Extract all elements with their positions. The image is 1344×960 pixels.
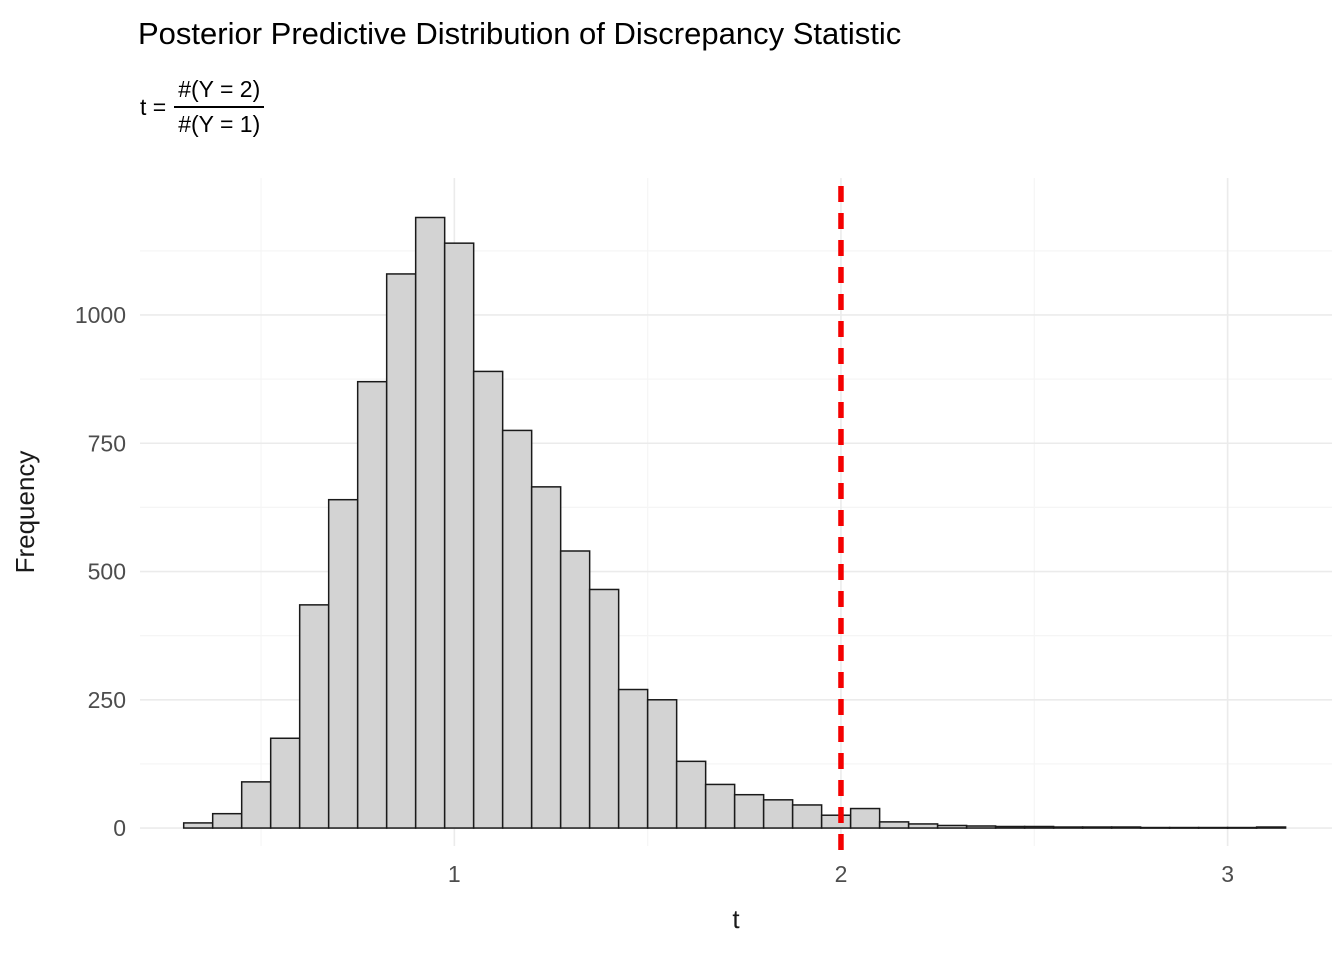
- x-tick-label: 2: [835, 861, 848, 887]
- x-tick-label: 3: [1221, 861, 1234, 887]
- histogram-bar: [733, 793, 765, 829]
- chart-title: Posterior Predictive Distribution of Dis…: [138, 16, 902, 51]
- histogram-bar: [588, 588, 620, 829]
- histogram-bar: [211, 812, 243, 829]
- histogram-bar: [182, 822, 214, 829]
- histogram-bar: [820, 814, 852, 829]
- histogram-bar: [675, 760, 707, 829]
- histogram-bar: [530, 486, 562, 829]
- histogram-bar: [327, 498, 359, 829]
- histogram-bar: [1255, 826, 1287, 829]
- y-axis-title: Frequency: [10, 451, 40, 574]
- histogram-bar: [559, 550, 591, 829]
- histogram-bar: [762, 799, 794, 829]
- histogram-bar: [1197, 826, 1229, 829]
- subtitle-prefix: t =: [140, 93, 167, 120]
- histogram-bar: [385, 273, 417, 829]
- histogram-bar: [414, 216, 446, 829]
- y-tick-label: 750: [88, 430, 126, 456]
- histogram-bar: [849, 807, 881, 829]
- x-axis-title: t: [732, 904, 740, 934]
- histogram-bar: [878, 821, 910, 829]
- histogram-bar: [617, 688, 649, 829]
- histogram-bar: [1052, 826, 1084, 829]
- histogram-bar: [646, 699, 678, 829]
- chart-subtitle: t = #(Y = 2) #(Y = 1): [140, 76, 265, 138]
- histogram-bar: [443, 242, 475, 829]
- histogram-bar: [936, 824, 968, 829]
- y-tick-label: 1000: [75, 302, 126, 328]
- histogram-bar: [501, 429, 533, 829]
- histogram-bar: [269, 737, 301, 829]
- x-tick-label: 1: [448, 861, 461, 887]
- fraction-denominator: #(Y = 1): [178, 111, 261, 137]
- histogram-bar: [907, 823, 939, 829]
- y-tick-label: 500: [88, 559, 126, 585]
- histogram-bar: [1139, 826, 1171, 829]
- histogram-bar: [994, 825, 1026, 829]
- histogram-bar: [1110, 826, 1142, 829]
- y-tick-label: 250: [88, 687, 126, 713]
- histogram-bar: [1081, 826, 1113, 829]
- histogram-bar: [704, 783, 736, 829]
- histogram-bar: [791, 804, 823, 829]
- y-tick-label: 0: [113, 815, 126, 841]
- subtitle-fraction: #(Y = 2) #(Y = 1): [174, 76, 265, 138]
- fraction-numerator: #(Y = 2): [174, 76, 265, 108]
- histogram-bar: [1023, 825, 1055, 829]
- histogram-bar: [1168, 826, 1200, 829]
- histogram-bar: [356, 380, 388, 829]
- histogram-bar: [298, 604, 330, 829]
- histogram-bar: [472, 370, 504, 829]
- histogram-bar: [240, 781, 272, 829]
- histogram-bar: [1226, 826, 1258, 829]
- histogram-bar: [965, 825, 997, 829]
